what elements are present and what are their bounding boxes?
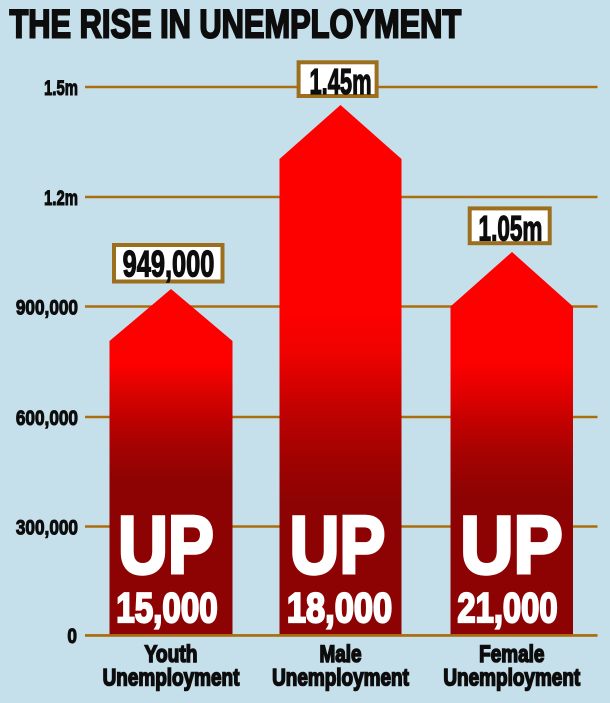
svg-text:Unemployment: Unemployment: [443, 663, 580, 691]
svg-text:15,000: 15,000: [116, 585, 217, 632]
svg-text:900,000: 900,000: [16, 296, 78, 320]
svg-text:Female: Female: [479, 640, 544, 668]
svg-text:UP: UP: [290, 499, 386, 591]
svg-text:0: 0: [67, 624, 77, 648]
svg-text:300,000: 300,000: [16, 516, 78, 540]
svg-text:THE RISE IN UNEMPLOYMENT: THE RISE IN UNEMPLOYMENT: [10, 2, 462, 47]
svg-text:Unemployment: Unemployment: [272, 663, 409, 691]
svg-text:1.05m: 1.05m: [479, 209, 543, 248]
svg-text:18,000: 18,000: [287, 585, 392, 632]
svg-text:UP: UP: [118, 499, 214, 591]
svg-text:1.45m: 1.45m: [309, 62, 371, 102]
svg-text:949,000: 949,000: [123, 243, 215, 285]
svg-text:UP: UP: [460, 498, 563, 591]
svg-text:Unemployment: Unemployment: [103, 663, 240, 691]
svg-text:Youth: Youth: [145, 640, 198, 668]
svg-text:600,000: 600,000: [16, 406, 78, 430]
svg-text:1.5m: 1.5m: [44, 75, 78, 99]
svg-text:Male: Male: [319, 640, 361, 668]
svg-text:21,000: 21,000: [457, 584, 557, 631]
svg-text:1.2m: 1.2m: [44, 185, 78, 209]
